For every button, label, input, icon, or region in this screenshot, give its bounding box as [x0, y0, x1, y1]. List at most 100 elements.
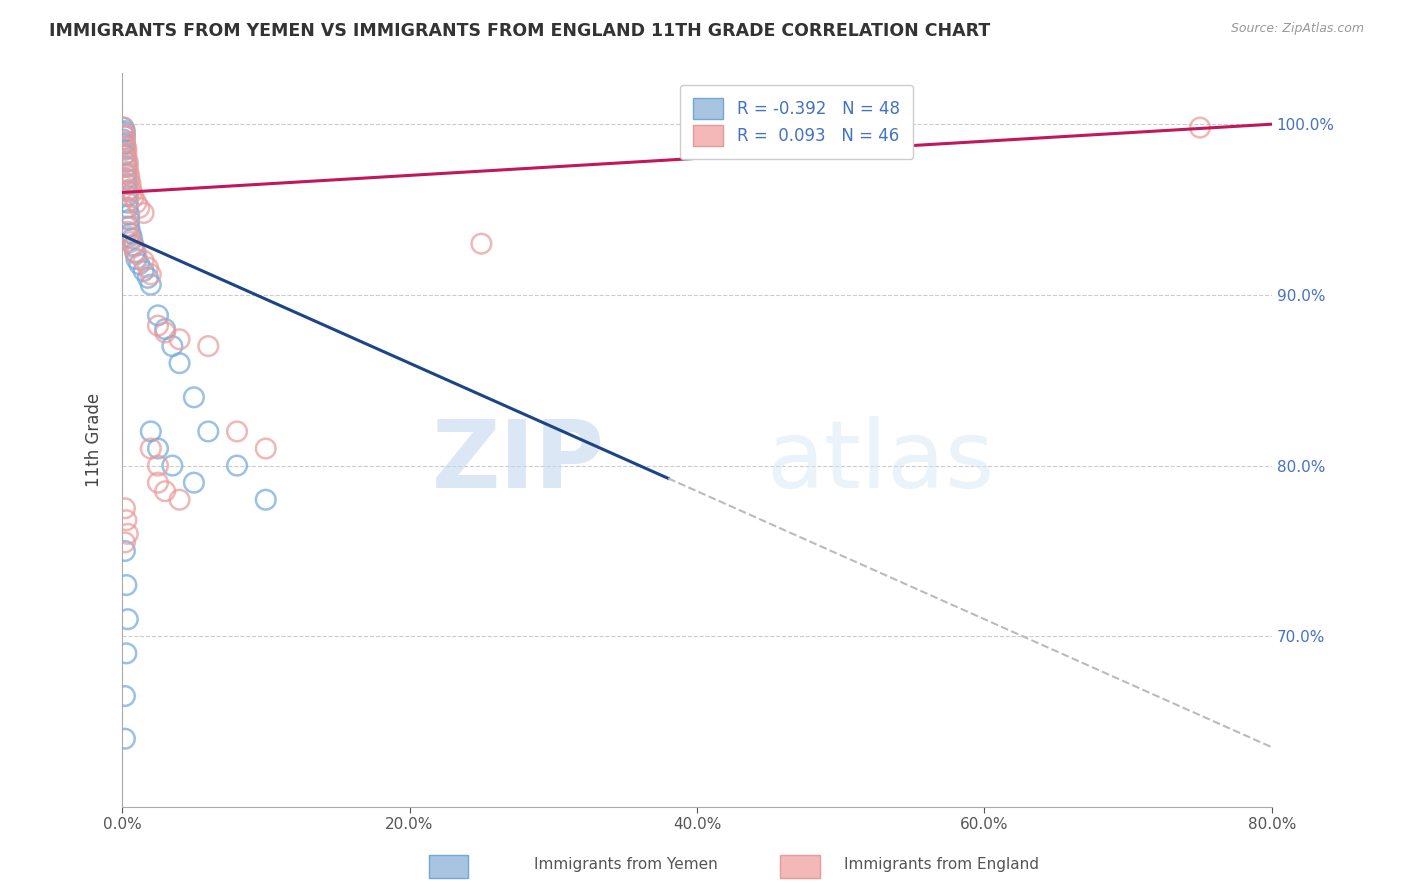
Point	[114, 139, 136, 153]
Point	[254, 442, 277, 456]
Point	[112, 137, 135, 152]
Point	[183, 475, 205, 490]
Point	[226, 425, 249, 439]
Point	[197, 425, 219, 439]
Text: Immigrants from England: Immigrants from England	[844, 857, 1039, 872]
Point	[153, 326, 176, 340]
Point	[114, 535, 136, 549]
Point	[125, 252, 148, 266]
Point	[132, 206, 155, 220]
Point	[112, 126, 135, 140]
Text: Source: ZipAtlas.com: Source: ZipAtlas.com	[1230, 22, 1364, 36]
Point	[114, 544, 136, 558]
Point	[162, 339, 184, 353]
Point	[120, 182, 142, 196]
Point	[169, 492, 191, 507]
Point	[254, 492, 277, 507]
Point	[115, 146, 138, 161]
Point	[112, 120, 135, 135]
Point	[117, 225, 139, 239]
Point	[128, 201, 150, 215]
Point	[117, 154, 139, 169]
Point	[122, 238, 145, 252]
Legend: R = -0.392   N = 48, R =  0.093   N = 46: R = -0.392 N = 48, R = 0.093 N = 46	[681, 85, 912, 159]
Point	[117, 160, 139, 174]
Point	[115, 513, 138, 527]
Point	[120, 177, 142, 191]
Text: Immigrants from Yemen: Immigrants from Yemen	[534, 857, 718, 872]
Point	[117, 184, 139, 198]
Point	[112, 128, 135, 142]
Point	[117, 527, 139, 541]
Point	[115, 646, 138, 660]
Point	[122, 191, 145, 205]
Point	[146, 309, 169, 323]
Point	[117, 189, 139, 203]
Point	[114, 124, 136, 138]
Point	[114, 134, 136, 148]
Point	[153, 484, 176, 499]
Point	[115, 160, 138, 174]
Point	[117, 612, 139, 626]
Point	[125, 195, 148, 210]
Point	[139, 425, 162, 439]
Point	[470, 236, 492, 251]
Point	[117, 165, 139, 179]
Point	[121, 186, 143, 200]
Point	[114, 731, 136, 746]
Point	[115, 219, 138, 234]
Point	[139, 442, 162, 456]
Point	[169, 332, 191, 346]
Text: ZIP: ZIP	[432, 416, 605, 508]
Point	[115, 154, 138, 169]
Point	[114, 129, 136, 144]
Point	[114, 689, 136, 703]
Point	[118, 173, 141, 187]
Point	[120, 235, 142, 249]
Point	[114, 136, 136, 150]
Point	[1189, 120, 1212, 135]
Point	[139, 277, 162, 292]
Point	[112, 132, 135, 146]
Point	[162, 458, 184, 473]
Point	[115, 151, 138, 165]
Point	[117, 201, 139, 215]
Text: IMMIGRANTS FROM YEMEN VS IMMIGRANTS FROM ENGLAND 11TH GRADE CORRELATION CHART: IMMIGRANTS FROM YEMEN VS IMMIGRANTS FROM…	[49, 22, 990, 40]
Point	[128, 257, 150, 271]
Point	[146, 318, 169, 333]
Point	[114, 501, 136, 516]
Y-axis label: 11th Grade: 11th Grade	[86, 392, 103, 487]
Point	[146, 442, 169, 456]
Point	[118, 219, 141, 234]
Point	[132, 264, 155, 278]
Point	[139, 268, 162, 282]
Point	[136, 270, 159, 285]
Point	[226, 458, 249, 473]
Text: atlas: atlas	[766, 416, 994, 508]
Point	[120, 227, 142, 241]
Point	[112, 120, 135, 135]
Point	[153, 322, 176, 336]
Point	[132, 253, 155, 268]
Point	[122, 240, 145, 254]
Point	[115, 177, 138, 191]
Point	[146, 475, 169, 490]
Point	[115, 171, 138, 186]
Point	[169, 356, 191, 370]
Point	[125, 247, 148, 261]
Point	[183, 390, 205, 404]
Point	[114, 143, 136, 157]
Point	[121, 231, 143, 245]
Point	[115, 578, 138, 592]
Point	[146, 458, 169, 473]
Point	[115, 141, 138, 155]
Point	[118, 212, 141, 227]
Point	[197, 339, 219, 353]
Point	[115, 167, 138, 181]
Point	[118, 208, 141, 222]
Point	[114, 148, 136, 162]
Point	[118, 230, 141, 244]
Point	[117, 195, 139, 210]
Point	[136, 260, 159, 275]
Point	[118, 169, 141, 183]
